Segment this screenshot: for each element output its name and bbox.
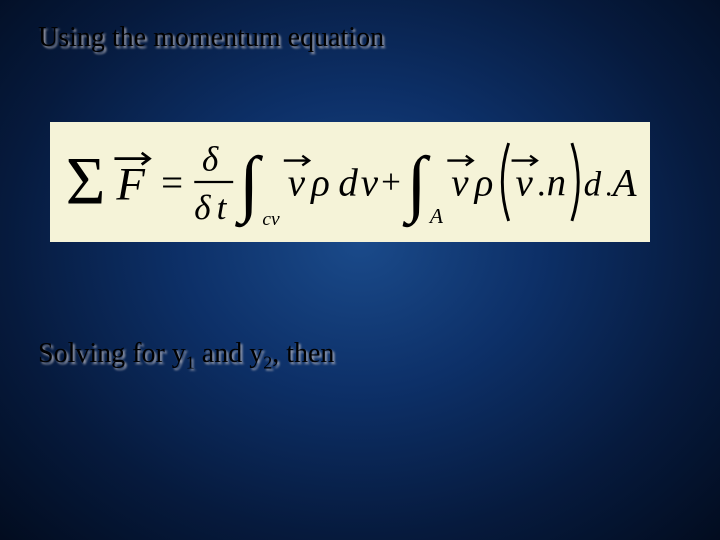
solving-suffix: , then: [272, 338, 334, 369]
svg-text:δ: δ: [202, 139, 219, 178]
svg-text:v: v: [515, 162, 533, 205]
svg-text:A: A: [610, 162, 637, 205]
svg-text:v: v: [361, 162, 379, 205]
equation-svg: Σ F = δ δ t ∫ cv v ρ d v + ∫ A: [58, 122, 642, 242]
solving-text: Solving for y1 and y2, then: [38, 338, 682, 374]
equation-box: Σ F = δ δ t ∫ cv v ρ d v + ∫ A: [50, 122, 650, 242]
svg-text:δ: δ: [194, 188, 211, 227]
slide-heading: Using the momentum equation: [38, 22, 682, 54]
svg-text:v: v: [288, 162, 306, 205]
svg-text:.: .: [605, 171, 612, 203]
svg-text:F: F: [115, 159, 145, 211]
svg-text:=: =: [161, 162, 183, 205]
svg-text:d: d: [338, 162, 358, 205]
svg-text:n: n: [547, 162, 566, 205]
svg-text:cv: cv: [262, 209, 280, 230]
svg-text:t: t: [217, 188, 228, 227]
solving-mid: and y: [195, 338, 263, 369]
svg-text:+: +: [381, 163, 401, 202]
svg-text:A: A: [428, 204, 444, 228]
svg-text:ρ: ρ: [474, 162, 494, 205]
svg-text:∫: ∫: [235, 142, 264, 227]
solving-sub-1: 1: [186, 353, 195, 373]
solving-sub-2: 2: [263, 353, 272, 373]
solving-prefix: Solving for y: [38, 338, 186, 369]
svg-text:v: v: [451, 162, 469, 205]
svg-text:Σ: Σ: [66, 142, 106, 218]
svg-text:ρ: ρ: [310, 162, 330, 205]
svg-text:∫: ∫: [402, 142, 431, 227]
slide-container: Using the momentum equation Σ F = δ δ t …: [0, 0, 720, 540]
svg-text:d: d: [584, 165, 602, 204]
svg-text:.: .: [537, 165, 546, 204]
